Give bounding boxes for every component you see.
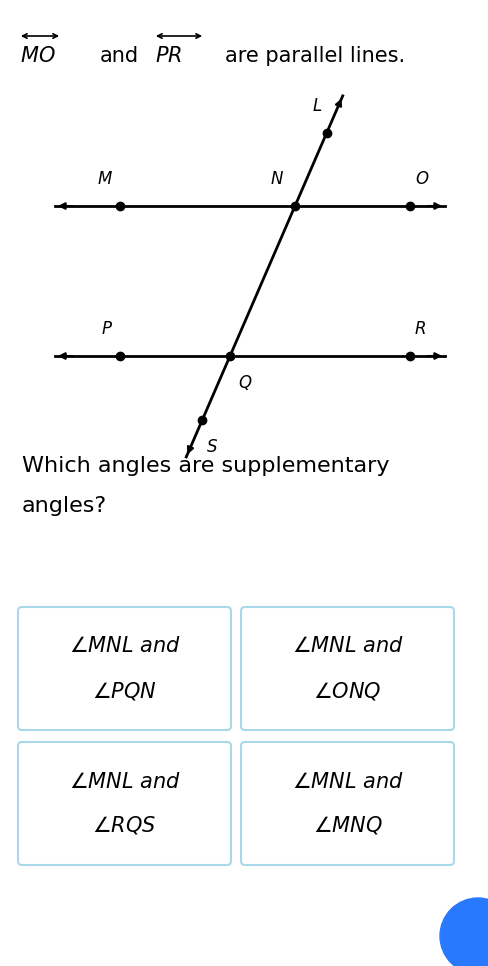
- Text: L: L: [312, 97, 322, 115]
- Text: N: N: [271, 170, 283, 188]
- Text: O: O: [415, 170, 428, 188]
- FancyBboxPatch shape: [241, 607, 454, 730]
- Circle shape: [440, 898, 488, 966]
- Text: $\angle MNL$ and: $\angle MNL$ and: [291, 637, 404, 657]
- Text: $\angle MNL$ and: $\angle MNL$ and: [68, 772, 181, 791]
- Text: $\it{MO}$: $\it{MO}$: [20, 46, 56, 66]
- Text: are parallel lines.: are parallel lines.: [225, 46, 405, 66]
- Text: $\it{PR}$: $\it{PR}$: [155, 46, 182, 66]
- Text: Which angles are supplementary: Which angles are supplementary: [22, 456, 389, 476]
- FancyBboxPatch shape: [18, 607, 231, 730]
- Text: $\angle RQS$: $\angle RQS$: [92, 814, 157, 837]
- Text: $\angle MNL$ and: $\angle MNL$ and: [68, 637, 181, 657]
- Text: $\angle PQN$: $\angle PQN$: [92, 679, 157, 701]
- Text: S: S: [207, 439, 218, 456]
- Text: $\angle ONQ$: $\angle ONQ$: [313, 679, 382, 701]
- Text: R: R: [415, 320, 427, 338]
- FancyBboxPatch shape: [18, 742, 231, 865]
- Text: $\angle MNQ$: $\angle MNQ$: [312, 814, 383, 837]
- Text: $\angle MNL$ and: $\angle MNL$ and: [291, 772, 404, 791]
- FancyBboxPatch shape: [241, 742, 454, 865]
- Text: Q: Q: [238, 374, 251, 392]
- Text: angles?: angles?: [22, 496, 107, 516]
- Text: M: M: [98, 170, 112, 188]
- Text: P: P: [102, 320, 112, 338]
- Text: and: and: [100, 46, 139, 66]
